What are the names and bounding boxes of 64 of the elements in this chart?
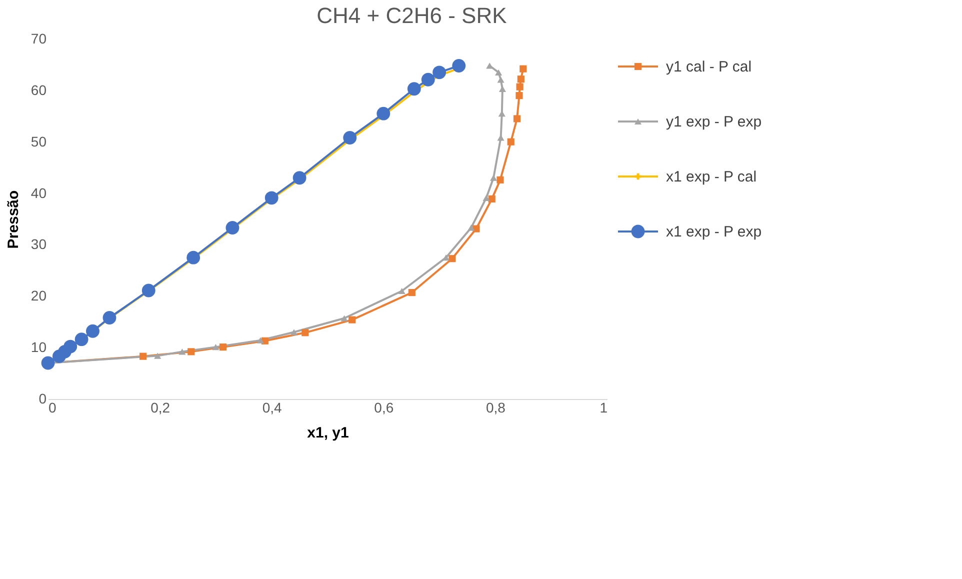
point — [448, 255, 456, 262]
y-tick-label: 50 — [30, 133, 47, 150]
point — [398, 288, 406, 294]
point — [302, 329, 309, 336]
x-tick-label: 0,2 — [150, 400, 170, 416]
point — [497, 76, 504, 83]
point — [488, 195, 496, 202]
point — [432, 66, 446, 80]
x-tick-label: 0,8 — [486, 400, 506, 416]
point — [472, 225, 480, 232]
point — [452, 59, 466, 72]
point — [348, 316, 356, 324]
point — [154, 352, 162, 359]
point — [520, 65, 527, 72]
point — [507, 138, 514, 146]
legend-label: x1 exp - P exp — [666, 224, 762, 240]
x-tick-label: 0,6 — [374, 400, 394, 416]
y-tick-label: 30 — [30, 236, 47, 252]
point — [376, 106, 390, 120]
point — [188, 348, 195, 356]
point — [490, 174, 498, 181]
point — [516, 92, 523, 100]
point — [340, 315, 348, 322]
point — [226, 221, 240, 234]
point — [178, 348, 186, 355]
y-tick-label: 40 — [30, 184, 47, 201]
y-axis-title: Pressão — [4, 190, 22, 249]
chart-title: CH4 + C2H6 - SRK — [316, 3, 508, 28]
y-tick-label: 70 — [30, 30, 47, 46]
point — [212, 344, 220, 350]
point — [486, 62, 494, 69]
point — [421, 72, 435, 86]
legend-label: y1 exp - P exp — [666, 114, 762, 130]
y-tick-label: 10 — [30, 339, 47, 356]
point — [407, 82, 421, 96]
point — [517, 76, 524, 83]
point — [102, 311, 116, 324]
point — [41, 356, 55, 370]
point — [496, 176, 504, 184]
x-tick-label: 1 — [600, 400, 608, 416]
point — [142, 284, 156, 298]
point — [139, 352, 147, 360]
point — [292, 171, 306, 185]
point — [290, 329, 298, 336]
y-tick-label: 20 — [30, 288, 47, 304]
point — [186, 250, 200, 264]
point — [516, 83, 524, 90]
point — [86, 324, 100, 338]
legend-label: y1 cal - P cal — [666, 58, 752, 76]
y-tick-label: 60 — [30, 82, 47, 98]
point — [408, 289, 416, 296]
point — [482, 194, 490, 201]
x-axis-title: x1, y1 — [307, 424, 349, 442]
point — [74, 332, 88, 346]
x-tick-label: 0,4 — [262, 400, 282, 416]
point — [264, 191, 278, 205]
point — [343, 131, 357, 144]
point — [256, 337, 264, 344]
point — [495, 69, 502, 76]
point — [513, 115, 521, 122]
point — [468, 224, 475, 231]
legend-label: x1 exp - P cal — [666, 168, 757, 186]
point — [219, 344, 226, 351]
point — [64, 340, 78, 354]
